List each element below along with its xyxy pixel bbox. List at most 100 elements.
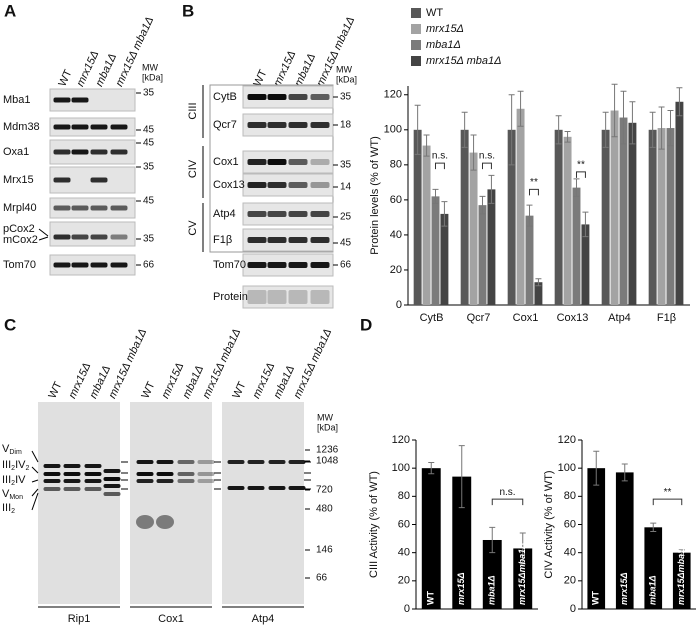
- y-axis-label: Protein levels (% of WT): [369, 136, 381, 255]
- band: [63, 479, 81, 483]
- y-tick-label: 40: [390, 229, 402, 241]
- complex-pointer: [31, 492, 39, 511]
- bracket: [38, 228, 49, 241]
- bar-label: WT: [591, 591, 601, 605]
- bar-label: mrx15Δmba1Δ: [676, 543, 686, 605]
- band: [84, 479, 102, 483]
- bar: [615, 472, 634, 609]
- band: [310, 237, 330, 243]
- band: [247, 262, 267, 268]
- bar: [460, 129, 469, 305]
- mw-label: 45: [143, 138, 155, 149]
- band: [71, 97, 89, 103]
- band: [63, 487, 81, 491]
- y-tick-label: 80: [398, 490, 410, 502]
- error-bar: [508, 94, 515, 166]
- significance-bracket: [491, 498, 524, 506]
- complex-part: IV: [15, 474, 26, 486]
- band: [267, 262, 287, 268]
- complex-part: III: [2, 474, 11, 486]
- band: [90, 262, 108, 268]
- error-bar: [676, 87, 683, 117]
- mw-title: MW: [317, 412, 333, 422]
- error-bar: [461, 111, 468, 148]
- band: [267, 94, 287, 100]
- band: [71, 149, 89, 155]
- mw-label: 45: [143, 125, 155, 136]
- band: [267, 290, 287, 304]
- legend-swatch: [411, 40, 421, 50]
- complex-label: VDim: [2, 443, 22, 456]
- band: [247, 290, 267, 304]
- legend-swatch: [411, 8, 421, 18]
- mw-title: MW: [336, 64, 352, 74]
- blot: [130, 402, 212, 604]
- complex-part: III: [2, 459, 11, 471]
- complex-part: 2: [11, 508, 15, 515]
- band: [177, 479, 195, 483]
- complex-label: VMon: [2, 488, 23, 501]
- band: [310, 94, 330, 100]
- band: [90, 149, 108, 155]
- error-bar: [489, 526, 496, 554]
- band: [267, 182, 287, 188]
- band: [110, 149, 128, 155]
- error-bar: [555, 115, 562, 145]
- band: [177, 472, 195, 476]
- lane-label: mrx15Δ mba1Δ: [291, 327, 334, 400]
- bar: [675, 101, 684, 305]
- row-label: Mba1: [3, 94, 31, 106]
- row-label: F1β: [213, 234, 232, 246]
- significance-bracket: [575, 171, 586, 178]
- bar: [487, 189, 496, 305]
- band: [90, 234, 108, 240]
- y-tick-label: 40: [564, 547, 576, 559]
- complex-part: 2: [11, 480, 15, 487]
- error-bar: [611, 83, 618, 138]
- complex-part: III: [2, 502, 11, 514]
- band: [90, 205, 108, 211]
- error-bar: [517, 90, 524, 127]
- band: [267, 211, 287, 217]
- error-bar: [650, 522, 657, 533]
- y-tick-label: 20: [390, 264, 402, 276]
- blot-strip: [242, 202, 334, 226]
- band: [247, 211, 267, 217]
- band: [110, 234, 128, 240]
- band: [267, 122, 287, 128]
- band: [43, 472, 61, 476]
- blot: [38, 402, 120, 604]
- bar-label: mrx15Δ: [619, 572, 629, 605]
- row-label: pCox2: [3, 223, 35, 235]
- x-tick-label: F1β: [657, 312, 676, 324]
- mw-label: 35: [143, 234, 155, 245]
- error-bar: [649, 111, 656, 148]
- panel-letter: B: [182, 1, 194, 20]
- complex-label: III2IV: [2, 474, 26, 487]
- y-tick-label: 120: [392, 434, 410, 446]
- mw-label: 1048: [316, 456, 339, 467]
- band: [53, 177, 71, 183]
- mw-label: 25: [340, 212, 352, 223]
- band: [53, 149, 71, 155]
- y-tick-label: 0: [396, 299, 402, 311]
- error-bar: [441, 201, 448, 227]
- error-bar: [428, 462, 435, 475]
- band: [288, 159, 308, 165]
- bar: [482, 539, 502, 609]
- x-tick-label: Qcr7: [467, 312, 491, 324]
- mw-label: 45: [340, 238, 352, 249]
- band: [177, 460, 195, 464]
- blot-label: Cox1: [158, 613, 184, 625]
- bar: [513, 548, 533, 609]
- significance-label: n.s.: [432, 151, 448, 162]
- band: [90, 177, 108, 183]
- band: [84, 464, 102, 468]
- y-tick-label: 60: [564, 518, 576, 530]
- band: [103, 477, 121, 481]
- bar: [587, 468, 606, 609]
- y-tick-label: 0: [570, 603, 576, 615]
- bar: [534, 282, 543, 305]
- error-bar: [564, 131, 571, 143]
- significance-bracket: [434, 162, 445, 170]
